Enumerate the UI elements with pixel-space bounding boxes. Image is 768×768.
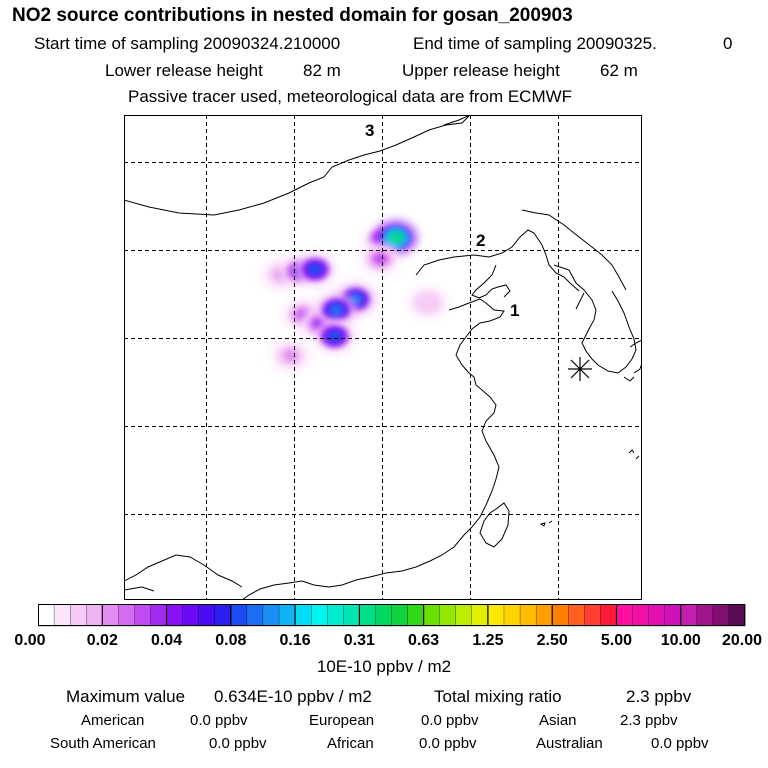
colorbar-tick-label: 10.00 (660, 632, 701, 649)
colorbar-cell (632, 604, 650, 627)
colorbar-cell (327, 604, 344, 627)
colorbar-tick-label: 0.08 (215, 632, 247, 649)
source-label-2: 2 (476, 231, 485, 250)
colorbar-tick-label: 0.16 (279, 632, 311, 649)
source-label-1: 1 (510, 301, 519, 320)
colorbar-cell (423, 604, 441, 627)
region-name: American (81, 712, 145, 729)
max-value-label: Maximum value (66, 687, 186, 706)
colorbar-cell (391, 604, 409, 627)
colorbar-cell (53, 604, 71, 627)
colorbar-cell (455, 604, 473, 627)
colorbar-cell (166, 604, 184, 627)
colorbar-cell (584, 604, 601, 627)
region-name: Asian (539, 712, 577, 729)
region-name: European (309, 712, 375, 729)
region-value: 0.0 ppbv (651, 735, 709, 752)
colorbar-cell (230, 604, 248, 627)
colorbar-tick-label: 1.25 (472, 632, 504, 649)
colorbar-cell (600, 604, 617, 627)
plume-cell (283, 349, 298, 362)
colorbar-cell (86, 604, 103, 627)
colorbar (38, 604, 746, 627)
map-panel: 1 2 3 (124, 115, 642, 600)
colorbar-cell (728, 604, 746, 627)
region-name: African (327, 735, 374, 752)
plume-cell (328, 303, 344, 316)
colorbar-cell (648, 604, 666, 627)
upper-release-value: 62 m (600, 61, 638, 80)
total-mixing-value: 2.3 ppbv (626, 687, 692, 706)
colorbar-cell (471, 604, 489, 627)
colorbar-cell (311, 604, 328, 627)
region-name: Australian (536, 735, 603, 752)
colorbar-cell (568, 604, 585, 627)
end-time-label: End time of sampling 20090325. (413, 34, 657, 53)
upper-release-label: Upper release height (402, 61, 560, 80)
colorbar-tick-label: 20.00 (721, 632, 763, 649)
colorbar-cell (680, 604, 698, 627)
concentration-field (261, 221, 448, 372)
colorbar-cell (439, 604, 457, 627)
colorbar-tick-label: 5.00 (600, 632, 633, 649)
colorbar-cell (102, 604, 119, 627)
colorbar-cell (214, 604, 232, 627)
colorbar-cell (503, 604, 521, 627)
colorbar-cell (198, 604, 216, 627)
colorbar-cell (150, 604, 168, 627)
colorbar-cell (552, 604, 569, 627)
colorbar-tick-label: 2.50 (536, 632, 568, 649)
region-value: 0.0 ppbv (190, 712, 248, 729)
colorbar-cell (487, 604, 505, 627)
start-time-label: Start time of sampling 20090324.210000 (34, 34, 341, 53)
region-value: 0.0 ppbv (419, 735, 477, 752)
region-name: South American (50, 735, 156, 752)
colorbar-cell (134, 604, 151, 627)
region-value: 2.3 ppbv (620, 712, 678, 729)
colorbar-cell (38, 604, 55, 627)
total-mixing-label: Total mixing ratio (434, 687, 562, 706)
lower-release-label: Lower release height (105, 61, 263, 80)
colorbar-tick-label: 0.04 (150, 632, 183, 649)
colorbar-cell (278, 604, 296, 627)
colorbar-cell (696, 604, 714, 627)
plume-cell (420, 296, 436, 309)
receptor-asterisk-icon (568, 357, 592, 381)
colorbar-cell (359, 604, 376, 627)
region-value: 0.0 ppbv (421, 712, 479, 729)
graticule (124, 115, 642, 600)
colorbar-cell (519, 604, 537, 627)
colorbar-cell (118, 604, 135, 627)
colorbar-tick-label: 0.00 (14, 632, 46, 649)
plume-cell (327, 330, 342, 343)
plume-cell (388, 231, 404, 244)
colorbar-cell (407, 604, 425, 627)
colorbar-cell (343, 604, 360, 627)
colorbar-cell (69, 604, 87, 627)
end-time-suffix: 0 (723, 34, 733, 53)
tracer-note: Passive tracer used, meteorological data… (128, 87, 573, 106)
max-value: 0.634E-10 ppbv / m2 (214, 687, 372, 706)
colorbar-cell (664, 604, 682, 627)
colorbar-tick-label: 0.02 (86, 632, 118, 649)
colorbar-cell (535, 604, 553, 627)
colorbar-cell (262, 604, 280, 627)
colorbar-unit: 10E-10 ppbv / m2 (316, 657, 452, 676)
lower-release-value: 82 m (303, 61, 341, 80)
colorbar-cell (375, 604, 392, 627)
source-label-3: 3 (365, 121, 374, 140)
region-value: 0.0 ppbv (209, 735, 267, 752)
colorbar-cell (182, 604, 200, 627)
colorbar-tick-label: 0.63 (408, 632, 440, 649)
coastlines (124, 115, 642, 600)
plume-cell (372, 252, 388, 265)
colorbar-tick-label: 0.31 (343, 632, 375, 649)
colorbar-cell (616, 604, 633, 627)
colorbar-cell (246, 604, 264, 627)
colorbar-cell (294, 604, 312, 627)
plume-cell (307, 263, 323, 276)
map-frame (124, 115, 642, 600)
plot-title: NO2 source contributions in nested domai… (12, 5, 573, 26)
colorbar-cell (712, 604, 730, 627)
